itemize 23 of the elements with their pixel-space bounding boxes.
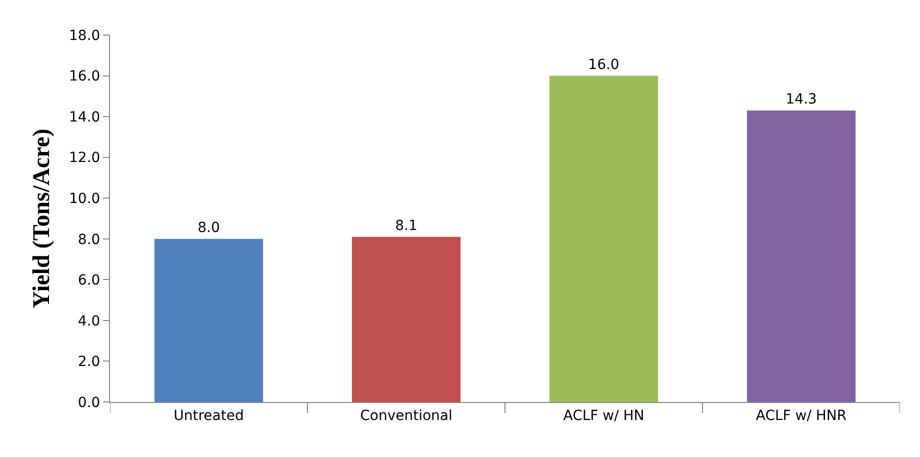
bar	[352, 236, 461, 402]
y-tick-label: 18.0	[69, 28, 100, 44]
y-axis-title: Yield (Tons/Acre)	[29, 128, 56, 308]
x-tick-label: Untreated	[174, 408, 244, 424]
y-tick-label: 10.0	[69, 191, 100, 208]
bar	[746, 110, 856, 402]
data-label: 14.3	[786, 91, 817, 108]
y-tick-label: 0.0	[78, 394, 100, 411]
y-tick-label: 4.0	[78, 313, 100, 330]
y-tick-label: 14.0	[69, 109, 100, 126]
bar	[154, 238, 264, 402]
x-tick-label: Conventional	[360, 408, 452, 424]
data-label: 16.0	[588, 56, 620, 73]
y-tick-label: 16.0	[69, 68, 100, 85]
y-tick-label: 6.0	[78, 272, 100, 289]
x-tick-label: ACLF w/ HN	[563, 408, 644, 424]
y-tick-label: 2.0	[78, 354, 100, 370]
data-label: 8.0	[198, 220, 220, 236]
y-tick-label: 8.0	[78, 232, 100, 248]
bar	[549, 76, 658, 402]
y-tick-label: 12.0	[69, 150, 100, 166]
data-label: 8.1	[395, 218, 418, 234]
x-tick-label: ACLF w/ HNR	[756, 408, 847, 424]
